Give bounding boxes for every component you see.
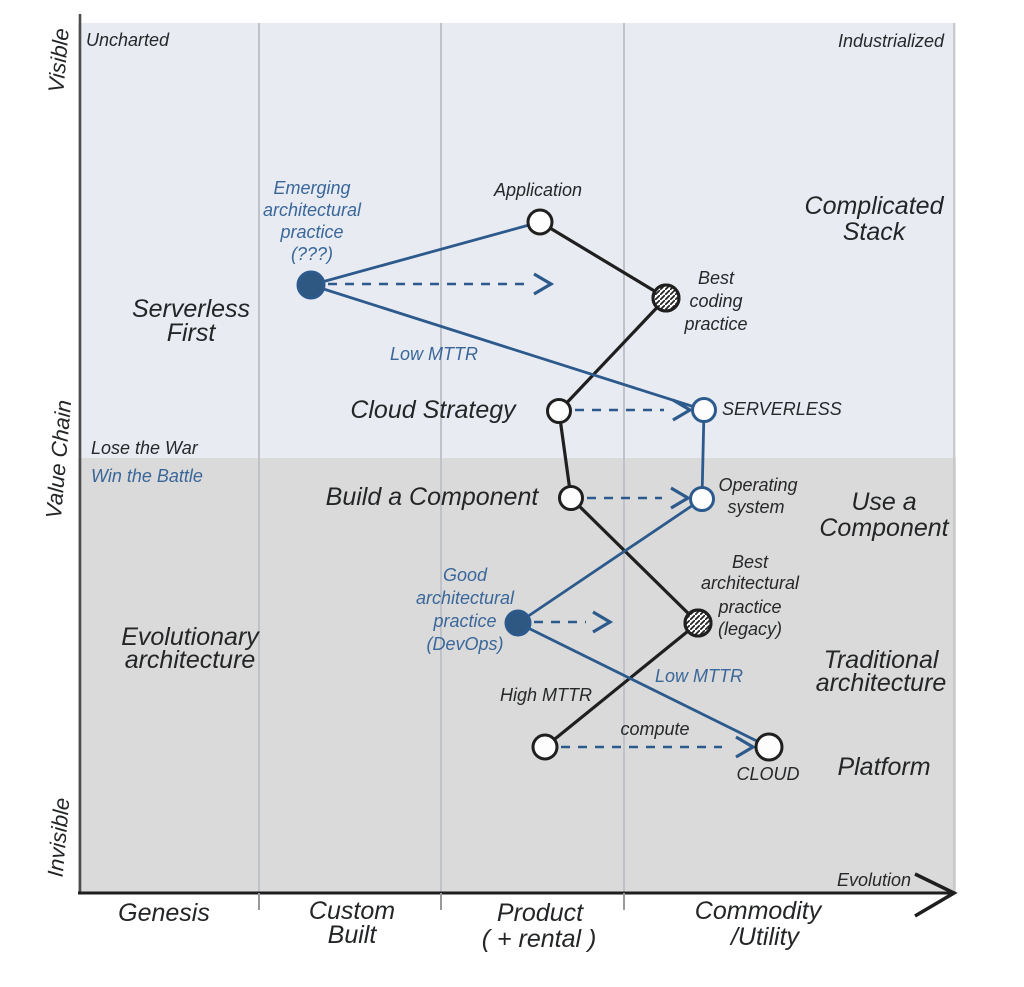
svg-text:( + rental ): ( + rental ) — [482, 925, 597, 953]
svg-text:(DevOps): (DevOps) — [426, 634, 503, 654]
svg-text:SERVERLESS: SERVERLESS — [722, 399, 842, 419]
svg-text:High MTTR: High MTTR — [500, 685, 592, 705]
svg-text:Stack: Stack — [843, 218, 907, 246]
svg-text:architectural: architectural — [701, 573, 800, 593]
svg-text:Application: Application — [493, 180, 582, 200]
svg-text:Visible: Visible — [43, 27, 74, 93]
svg-text:architectural: architectural — [263, 200, 362, 220]
svg-text:Operating: Operating — [718, 475, 797, 495]
svg-text:architecture: architecture — [816, 669, 947, 697]
svg-text:(legacy): (legacy) — [718, 619, 782, 639]
svg-text:Lose the War: Lose the War — [91, 438, 199, 458]
svg-text:Commodity: Commodity — [695, 897, 823, 925]
svg-text:practice: practice — [717, 597, 781, 617]
svg-text:First: First — [167, 319, 217, 347]
svg-text:Serverless: Serverless — [132, 295, 250, 323]
svg-text:Genesis: Genesis — [118, 899, 210, 927]
svg-text:coding: coding — [689, 291, 742, 311]
svg-text:Built: Built — [328, 921, 378, 949]
svg-text:compute: compute — [620, 719, 689, 739]
svg-text:Industrialized: Industrialized — [838, 31, 945, 51]
svg-text:Evolution: Evolution — [837, 870, 911, 890]
svg-text:Low MTTR: Low MTTR — [390, 344, 478, 364]
svg-text:Best: Best — [732, 552, 769, 572]
svg-text:architectural: architectural — [416, 588, 515, 608]
svg-text:Uncharted: Uncharted — [86, 30, 170, 50]
svg-text:practice: practice — [683, 314, 747, 334]
svg-text:Good: Good — [443, 565, 488, 585]
svg-text:Custom: Custom — [309, 897, 395, 925]
svg-text:/Utility: /Utility — [729, 923, 801, 951]
svg-text:Use a: Use a — [851, 488, 916, 516]
svg-text:Low MTTR: Low MTTR — [655, 666, 743, 686]
svg-text:Emerging: Emerging — [273, 178, 350, 198]
svg-text:Build a Component: Build a Component — [326, 483, 540, 511]
svg-text:CLOUD: CLOUD — [736, 764, 799, 784]
svg-text:practice: practice — [432, 611, 496, 631]
svg-text:system: system — [727, 497, 784, 517]
svg-text:architecture: architecture — [125, 646, 256, 674]
svg-text:Complicated: Complicated — [805, 192, 945, 220]
svg-text:Traditional: Traditional — [824, 646, 940, 674]
svg-text:Platform: Platform — [837, 753, 930, 781]
svg-text:Win the Battle: Win the Battle — [91, 466, 203, 486]
svg-text:(???): (???) — [291, 244, 333, 264]
svg-text:Product: Product — [497, 899, 584, 927]
svg-text:Best: Best — [698, 268, 735, 288]
svg-text:practice: practice — [279, 222, 343, 242]
svg-text:Component: Component — [819, 514, 949, 542]
svg-text:Cloud Strategy: Cloud Strategy — [350, 396, 517, 424]
svg-text:Evolutionary: Evolutionary — [121, 623, 260, 651]
